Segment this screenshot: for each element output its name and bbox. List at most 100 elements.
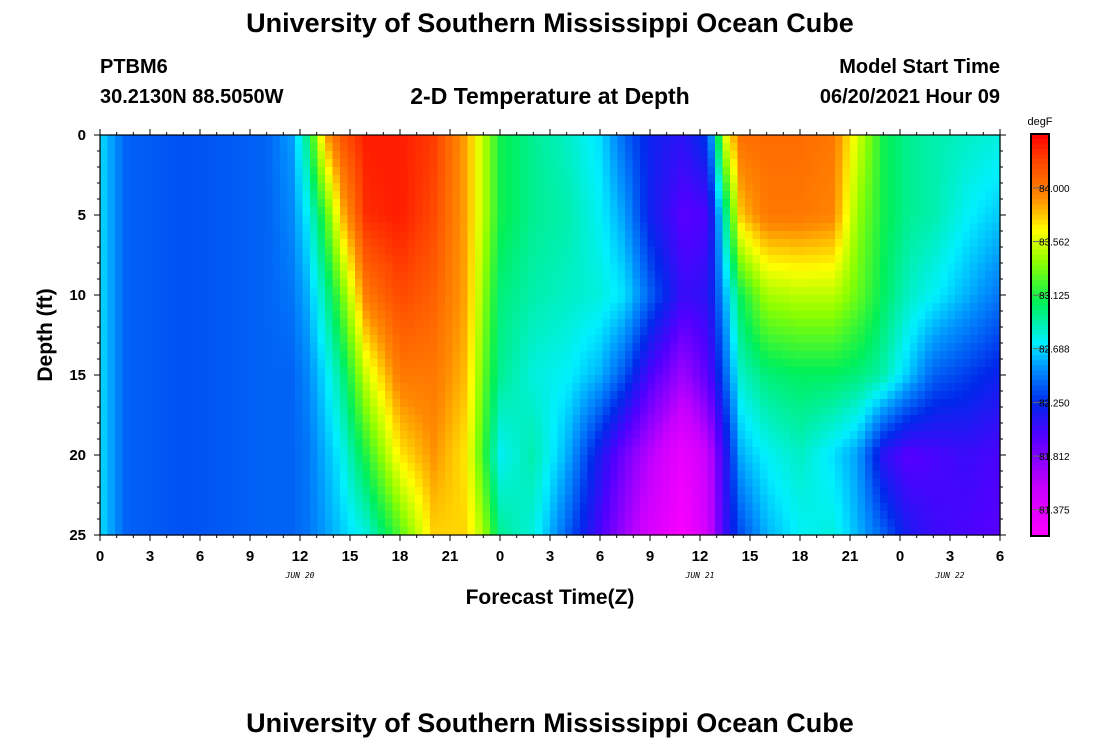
heatmap-cell (527, 343, 536, 352)
heatmap-cell (152, 359, 161, 368)
heatmap-cell (610, 431, 619, 440)
heatmap-cell (445, 391, 454, 400)
heatmap-cell (835, 375, 844, 384)
heatmap-cell (625, 399, 634, 408)
heatmap-cell (212, 415, 221, 424)
heatmap-cell (640, 271, 649, 280)
heatmap-cell (280, 423, 289, 432)
heatmap-cell (505, 439, 514, 448)
heatmap-cell (655, 151, 664, 160)
heatmap-cell (340, 391, 349, 400)
heatmap-cell (745, 431, 754, 440)
heatmap-cell (272, 439, 281, 448)
heatmap-cell (302, 271, 311, 280)
heatmap-cell (235, 343, 244, 352)
heatmap-cell (797, 367, 806, 376)
heatmap-cell (677, 295, 686, 304)
heatmap-cell (160, 503, 169, 512)
heatmap-cell (190, 151, 199, 160)
heatmap-cell (820, 463, 829, 472)
heatmap-cell (242, 503, 251, 512)
heatmap-cell (737, 487, 746, 496)
heatmap-cell (250, 271, 259, 280)
heatmap-cell (835, 263, 844, 272)
heatmap-cell (227, 527, 236, 536)
heatmap-cell (632, 431, 641, 440)
heatmap-cell (580, 151, 589, 160)
heatmap-cell (692, 207, 701, 216)
heatmap-cell (107, 383, 116, 392)
heatmap-cell (730, 271, 739, 280)
heatmap-cell (505, 327, 514, 336)
heatmap-cell (377, 431, 386, 440)
heatmap-cell (167, 367, 176, 376)
heatmap-cell (737, 439, 746, 448)
heatmap-cell (557, 151, 566, 160)
heatmap-cell (422, 407, 431, 416)
heatmap-cell (812, 231, 821, 240)
heatmap-cell (152, 415, 161, 424)
heatmap-cell (520, 135, 529, 144)
heatmap-cell (580, 463, 589, 472)
heatmap-cell (437, 383, 446, 392)
heatmap-cell (325, 439, 334, 448)
heatmap-cell (257, 447, 266, 456)
heatmap-cell (332, 231, 341, 240)
heatmap-cell (190, 255, 199, 264)
heatmap-cell (527, 327, 536, 336)
heatmap-cell (347, 471, 356, 480)
heatmap-cell (617, 143, 626, 152)
heatmap-cell (437, 231, 446, 240)
heatmap-cell (257, 159, 266, 168)
heatmap-cell (632, 335, 641, 344)
heatmap-cell (497, 359, 506, 368)
heatmap-cell (242, 143, 251, 152)
heatmap-cell (640, 295, 649, 304)
heatmap-cell (370, 447, 379, 456)
heatmap-cell (310, 447, 319, 456)
heatmap-cell (295, 159, 304, 168)
heatmap-cell (655, 519, 664, 528)
heatmap-cell (287, 367, 296, 376)
heatmap-cell (197, 431, 206, 440)
heatmap-cell (302, 415, 311, 424)
heatmap-cell (205, 263, 214, 272)
heatmap-cell (160, 343, 169, 352)
heatmap-cell (797, 519, 806, 528)
heatmap-cell (257, 455, 266, 464)
heatmap-cell (355, 223, 364, 232)
heatmap-cell (242, 439, 251, 448)
heatmap-cell (602, 239, 611, 248)
heatmap-cell (257, 519, 266, 528)
heatmap-cell (122, 311, 131, 320)
heatmap-cell (632, 159, 641, 168)
heatmap-cell (422, 327, 431, 336)
heatmap-cell (310, 511, 319, 520)
heatmap-cell (670, 487, 679, 496)
heatmap-cell (190, 447, 199, 456)
heatmap-cell (782, 407, 791, 416)
heatmap-cell (280, 255, 289, 264)
heatmap-cell (377, 495, 386, 504)
heatmap-cell (842, 399, 851, 408)
heatmap-cell (572, 391, 581, 400)
heatmap-cell (572, 295, 581, 304)
heatmap-cell (752, 431, 761, 440)
heatmap-cell (842, 231, 851, 240)
heatmap-cell (460, 223, 469, 232)
heatmap-cell (745, 479, 754, 488)
heatmap-cell (310, 247, 319, 256)
heatmap-cell (302, 303, 311, 312)
heatmap-cell (175, 359, 184, 368)
heatmap-cell (437, 375, 446, 384)
heatmap-cell (332, 455, 341, 464)
heatmap-cell (677, 343, 686, 352)
heatmap-cell (625, 527, 634, 536)
heatmap-cell (542, 495, 551, 504)
heatmap-cell (250, 263, 259, 272)
heatmap-cell (190, 487, 199, 496)
heatmap-cell (235, 191, 244, 200)
heatmap-cell (167, 199, 176, 208)
heatmap-cell (175, 191, 184, 200)
heatmap-cell (302, 319, 311, 328)
